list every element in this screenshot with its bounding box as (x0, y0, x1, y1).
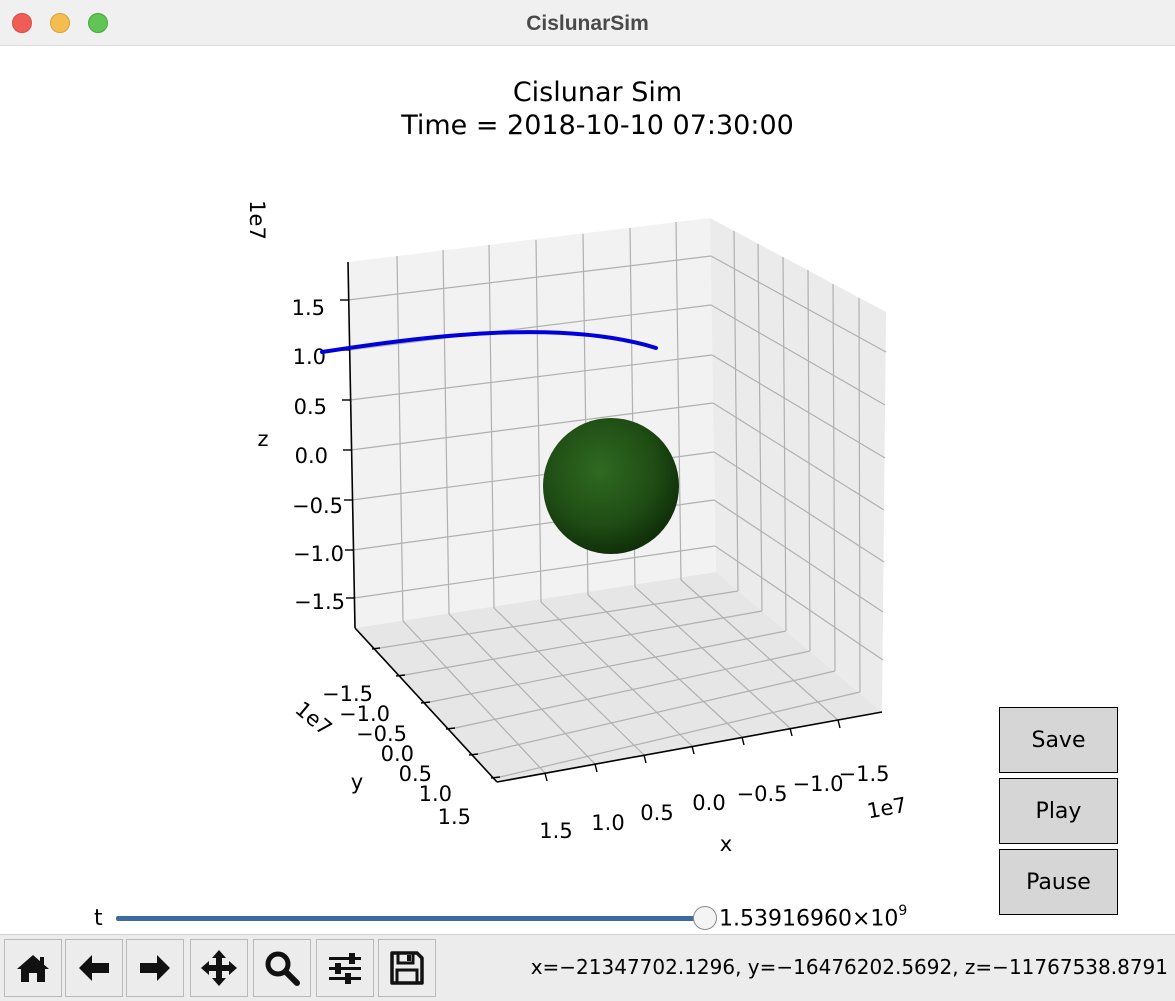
3d-plot-canvas[interactable]: 1.5 1.0 0.5 0.0 −0.5 −1.0 −1.5 z 1e7 −1.… (0, 0, 1175, 930)
save-button[interactable]: Save (999, 707, 1118, 773)
y-tick-labels: −1.5 −1.0 −0.5 0.0 0.5 1.0 1.5 (322, 682, 471, 829)
x-axis-label: x (720, 832, 732, 856)
forward-button[interactable] (126, 939, 184, 997)
x-tick-labels: 1.5 1.0 0.5 0.0 −0.5 −1.0 −1.5 (539, 762, 889, 843)
time-slider-label: t (94, 906, 103, 931)
z-offset-text: 1e7 (245, 200, 269, 240)
y-tick-label: 1.0 (419, 782, 452, 806)
window-title: CislunarSim (526, 12, 649, 35)
z-tick-label: −1.0 (293, 542, 344, 566)
planet-sphere (543, 418, 679, 554)
x-tick-label: 1.0 (591, 811, 624, 835)
back-button[interactable] (65, 939, 123, 997)
tick-marks (340, 299, 841, 782)
trajectory-line (320, 330, 658, 354)
configure-subplots-icon (329, 953, 361, 984)
pan-button[interactable] (190, 939, 248, 997)
figure-title: Cislunar Sim Time = 2018-10-10 07:30:00 (0, 76, 1175, 142)
x-tick-label: −1.0 (793, 772, 844, 796)
minimize-window-button[interactable] (50, 13, 70, 33)
forward-arrow-icon (140, 955, 170, 981)
z-tick-label: 0.5 (294, 395, 327, 419)
z-tick-label: 0.0 (295, 444, 328, 468)
y-tick-label: 0.0 (381, 742, 414, 766)
y-tick-label: −0.5 (356, 722, 407, 746)
zoom-button[interactable] (253, 939, 311, 997)
maximize-window-button[interactable] (88, 13, 108, 33)
y-tick-label: −1.0 (339, 702, 390, 726)
figure-title-line1: Cislunar Sim (512, 77, 683, 108)
navigation-toolbar (0, 934, 1175, 1001)
configure-subplots-button[interactable] (316, 939, 374, 997)
zoom-icon (265, 951, 300, 986)
home-button[interactable] (4, 939, 62, 997)
back-arrow-icon (79, 955, 109, 981)
x-tick-label: −1.5 (839, 762, 890, 786)
z-tick-labels: 1.5 1.0 0.5 0.0 −0.5 −1.0 −1.5 (292, 296, 345, 614)
z-tick-label: −1.5 (294, 590, 345, 614)
figure-title-line2: Time = 2018-10-10 07:30:00 (401, 110, 794, 141)
slider-value-mantissa: 1.53916960×10 (719, 906, 899, 932)
z-axis-label: z (257, 427, 268, 451)
close-window-button[interactable] (12, 13, 32, 33)
time-slider-track[interactable] (116, 916, 706, 921)
y-tick-label: −1.5 (322, 682, 373, 706)
save-figure-button[interactable] (378, 939, 436, 997)
y-axis-label: y (351, 770, 363, 794)
z-tick-label: 1.5 (292, 296, 325, 320)
x-tick-label: 1.5 (539, 819, 572, 843)
x-tick-label: −0.5 (737, 782, 788, 806)
pause-button[interactable]: Pause (999, 849, 1118, 915)
axis-lines (347, 261, 883, 783)
z-tick-label: −0.5 (292, 494, 343, 518)
cursor-coordinates: x=−21347702.1296, y=−16476202.5692, z=−1… (530, 955, 1168, 979)
x-tick-label: 0.0 (692, 791, 725, 815)
y-tick-label: 1.5 (438, 805, 471, 829)
z-tick-label: 1.0 (293, 345, 326, 369)
home-icon (17, 955, 49, 982)
time-slider-value: 1.53916960×109 (719, 903, 908, 932)
pan-icon (201, 950, 237, 986)
x-offset-text: 1e7 (865, 793, 908, 824)
save-icon (390, 951, 424, 985)
title-bar: CislunarSim (0, 0, 1175, 46)
time-slider-handle[interactable] (693, 906, 717, 930)
slider-value-exponent: 9 (898, 903, 908, 919)
x-tick-label: 0.5 (640, 801, 673, 825)
play-button[interactable]: Play (999, 778, 1118, 844)
y-tick-label: 0.5 (399, 762, 432, 786)
